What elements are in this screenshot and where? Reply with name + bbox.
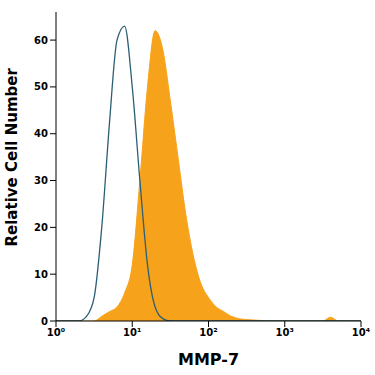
svg-text:Relative Cell Number: Relative Cell Number	[8, 68, 21, 247]
svg-text:10⁰: 10⁰	[47, 327, 65, 338]
svg-text:20: 20	[34, 222, 48, 233]
svg-text:10: 10	[34, 269, 48, 280]
svg-text:10⁴: 10⁴	[352, 327, 367, 338]
svg-text:0: 0	[41, 316, 48, 327]
svg-text:10³: 10³	[276, 327, 294, 338]
svg-text:40: 40	[34, 128, 48, 139]
svg-text:50: 50	[34, 81, 48, 92]
svg-text:60: 60	[34, 35, 48, 46]
svg-text:MMP-7: MMP-7	[178, 350, 239, 369]
svg-text:30: 30	[34, 175, 48, 186]
svg-text:10²: 10²	[199, 327, 217, 338]
svg-text:10¹: 10¹	[123, 327, 141, 338]
